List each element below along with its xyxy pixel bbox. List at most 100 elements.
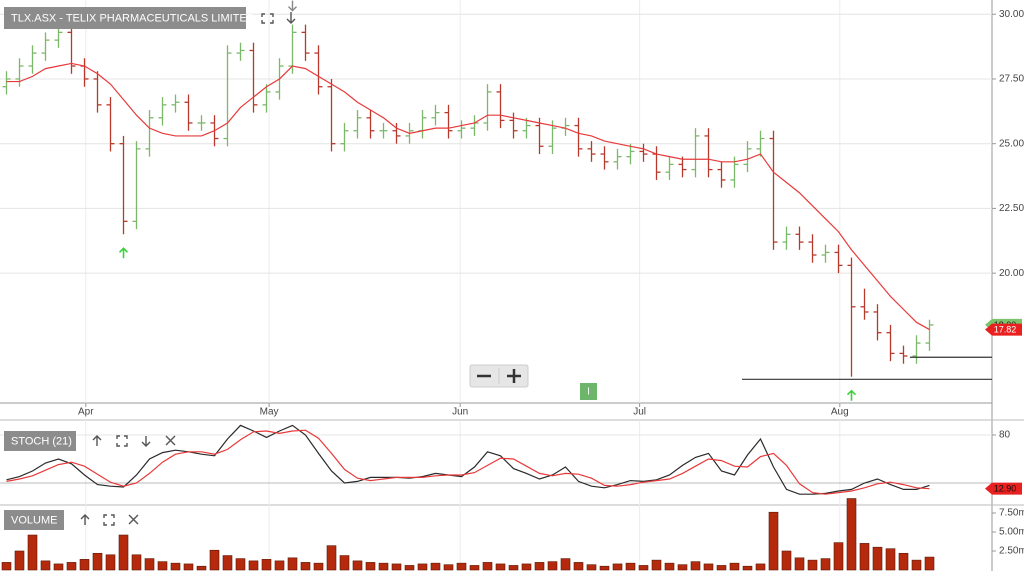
stoch-line [6,429,930,495]
volume-bar [157,561,168,571]
volume-bar [456,562,467,571]
volume-bar [417,563,428,571]
volume-bar [716,565,727,571]
price-bar [197,115,206,131]
volume-bar [833,542,844,571]
price-bar [366,110,375,139]
volume-bar [820,558,831,571]
volume-bar [196,565,207,571]
price-bar [392,122,401,144]
price-bar [769,130,778,250]
volume-bar [209,549,220,571]
price-bar [509,112,518,139]
volume-bar [547,561,558,571]
close-icon[interactable] [165,435,176,446]
price-bar [340,122,349,152]
volume-bar [66,562,77,571]
volume-bar [898,552,909,571]
volume-bar [677,564,688,571]
volume-bar [378,562,389,571]
volume-bar [287,557,298,571]
price-bar [353,110,362,139]
volume-bar [352,560,363,571]
volume-bar [508,565,519,571]
volume-bar [261,559,272,571]
event-marker [580,383,597,400]
price-bar [262,84,271,113]
y-tick-label: 25.00 [999,138,1024,149]
price-bar [808,234,817,263]
price-bar [873,304,882,341]
price-bar [444,104,453,139]
y-tick-label: 30.00 [999,9,1024,20]
volume-bar [40,560,51,571]
volume-bar [170,562,181,571]
volume-bar [27,534,38,571]
price-bar [587,141,596,162]
title-box [4,431,76,451]
sell-signal [288,0,297,12]
close-icon[interactable] [128,514,139,525]
move-down-icon[interactable] [141,436,151,447]
volume-bar [53,563,64,571]
price-bar [535,117,544,155]
volume-bar [235,558,246,571]
price-bar [301,24,310,61]
price-bar [327,78,336,152]
y-tick-label: 22.50 [999,203,1024,214]
volume-bar [781,550,792,571]
price-bar [106,97,115,152]
title-box [4,510,64,530]
price-bar [860,288,869,320]
fullscreen-icon[interactable] [103,514,115,526]
price-bar [184,94,193,131]
event-marker-label: I [587,387,590,398]
volume-bar [742,565,753,571]
stoch-line [6,424,930,495]
volume-bar [313,562,324,571]
price-bar [834,244,843,274]
price-bar [132,141,141,230]
collapse-icon[interactable] [286,12,296,24]
price-bar [223,45,232,147]
price-bar [496,84,505,129]
price-bar [795,226,804,250]
moving-average [6,62,930,331]
y-tick-label: 27.50 [999,74,1024,85]
volume-bar [300,562,311,571]
move-up-icon[interactable] [92,435,102,446]
volume-bar [573,562,584,571]
price-bar [639,143,648,162]
volume-bar [911,559,922,571]
volume-bar [92,552,103,571]
move-up-icon[interactable] [80,514,90,525]
volume-bar [625,562,636,571]
y-tick-label: 80 [999,430,1011,441]
price-bar [483,84,492,131]
zoom-control[interactable] [469,364,529,388]
volume-bar [885,548,896,571]
volume-bar [404,565,415,571]
volume-bar [365,562,376,571]
volume-bar [521,563,532,571]
price-bar [28,45,37,74]
price-tag [985,323,1022,336]
x-tick-label: Apr [78,407,94,418]
price-bar [431,104,440,126]
fullscreen-icon[interactable] [261,13,274,24]
buy-signal [846,389,857,401]
price-bar [756,130,765,157]
price-bar [743,141,752,173]
price-bar [886,324,895,362]
chart-title: TLX.ASX - TELIX PHARMACEUTICALS LIMITED [11,12,255,24]
x-tick-label: Aug [831,407,849,418]
volume-bar [222,555,233,571]
x-tick-label: May [260,407,279,418]
fullscreen-icon[interactable] [116,435,128,447]
x-tick-label: Jun [452,407,468,418]
price-bar [704,128,713,178]
price-bar [249,42,258,113]
